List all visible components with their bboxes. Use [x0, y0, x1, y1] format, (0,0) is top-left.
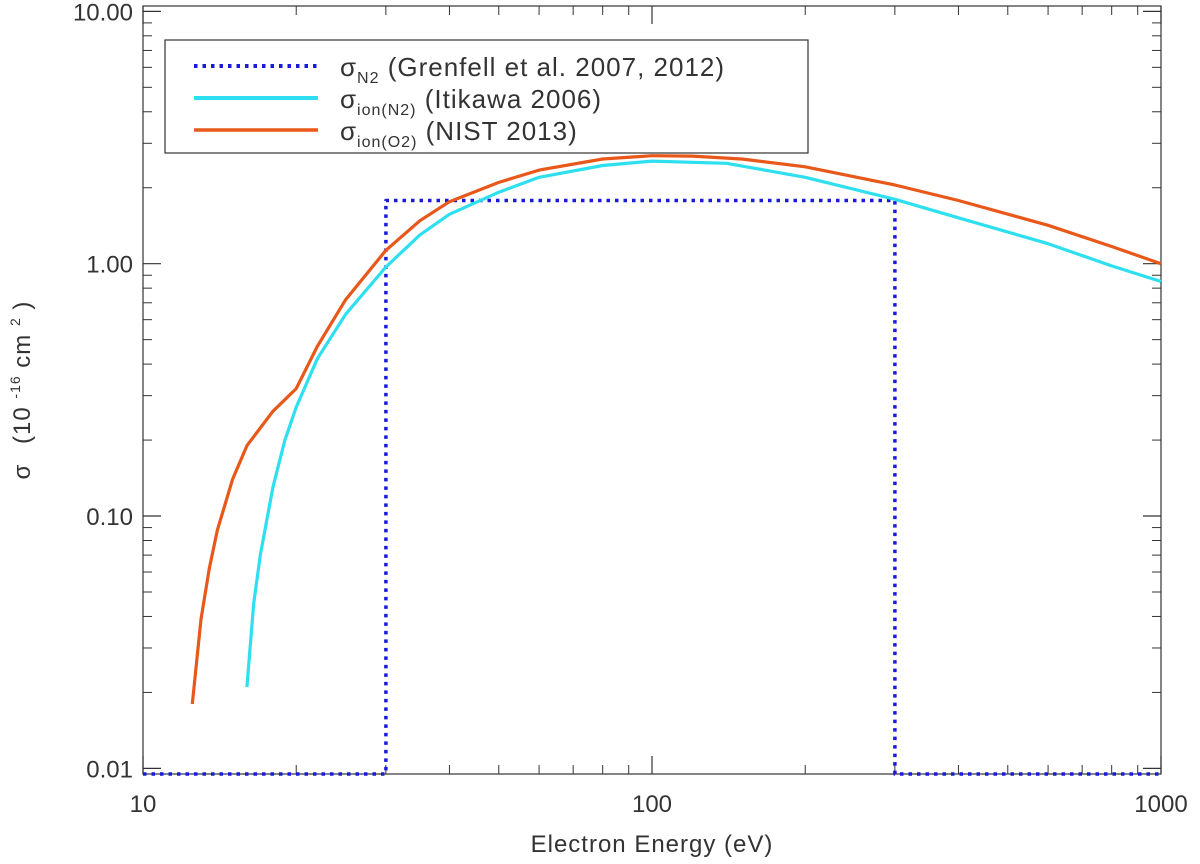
y-tick-label: 0.01 — [86, 756, 133, 783]
y-axis-title-unit-mid: cm — [9, 334, 36, 368]
legend-item-ion-n2: σion(N2) (Itikawa 2006) — [194, 84, 602, 119]
series-line-ion_o2 — [190, 154, 1162, 705]
y-axis-title-unit-pre: (10 — [9, 406, 36, 444]
y-axis-title-exponent-2: 2 — [7, 317, 23, 326]
minor-ticks — [143, 6, 1161, 774]
y-axis-title-unit-post: ) — [9, 301, 36, 310]
legend-label-n2: σN2 (Grenfell et al. 2007, 2012) — [340, 52, 725, 87]
legend-label-ion-n2: σion(N2) (Itikawa 2006) — [340, 84, 602, 119]
major-ticks — [142, 6, 1162, 774]
series-line-ion_n2 — [245, 159, 1162, 688]
y-tick-label: 10.00 — [73, 0, 133, 26]
x-tick-label: 1000 — [1134, 791, 1187, 818]
x-tick-label: 100 — [632, 791, 672, 818]
series-line-n2 — [143, 198, 1161, 776]
y-tick-label: 0.10 — [86, 504, 133, 531]
tick-labels: 10 100 1000 0.01 0.10 1.00 10.00 — [73, 0, 1188, 818]
x-axis-title: Electron Energy (eV) — [531, 831, 774, 858]
legend-item-n2: σN2 (Grenfell et al. 2007, 2012) — [194, 52, 725, 87]
legend-item-ion-o2: σion(O2) (NIST 2013) — [194, 116, 578, 151]
y-tick-label: 1.00 — [86, 252, 133, 279]
y-axis-title-exponent: -16 — [7, 375, 23, 398]
legend: σN2 (Grenfell et al. 2007, 2012) σion(N2… — [164, 39, 809, 154]
x-tick-label: 10 — [130, 791, 157, 818]
y-axis-title-symbol: σ — [9, 464, 36, 480]
y-axis-title: σ (10 -16 cm 2 ) — [0, 301, 36, 480]
legend-label-ion-o2: σion(O2) (NIST 2013) — [340, 116, 578, 151]
series-layer — [143, 154, 1162, 776]
